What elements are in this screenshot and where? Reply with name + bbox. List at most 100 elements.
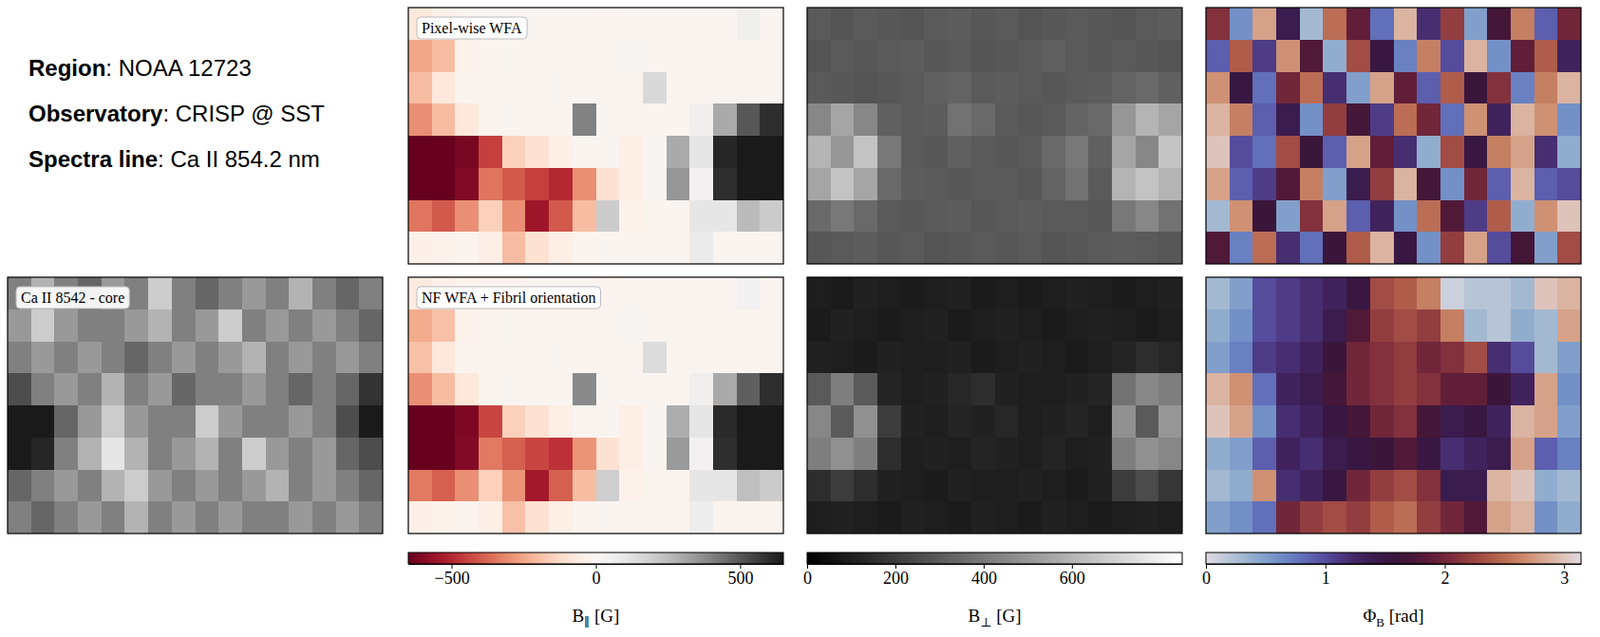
tick: 200: [883, 564, 909, 588]
cell: [1440, 437, 1465, 471]
cell: [713, 72, 737, 105]
cell: [148, 470, 172, 503]
cell: [971, 72, 996, 105]
cell: [1252, 501, 1277, 534]
cell: [830, 103, 855, 136]
cell: [1464, 373, 1488, 406]
cell: [619, 373, 643, 406]
cell: [572, 103, 597, 136]
cell: [1088, 103, 1112, 136]
cell: [1370, 470, 1394, 503]
cell: [288, 277, 313, 310]
cell: [1017, 7, 1042, 40]
cell: [689, 39, 714, 73]
cell: [1464, 72, 1488, 105]
cell: [877, 470, 902, 503]
cell: [1557, 501, 1582, 534]
cell: [877, 341, 902, 375]
cell: [807, 277, 831, 310]
cell: [478, 135, 503, 169]
cell: [572, 200, 597, 233]
cell: [830, 373, 855, 406]
cell: [1487, 103, 1511, 136]
cell: [1088, 168, 1112, 201]
cell: [736, 373, 761, 406]
cell: [807, 168, 831, 201]
cell: [666, 200, 691, 233]
cell: [1229, 501, 1254, 534]
cell: [923, 200, 948, 233]
cell: [478, 437, 503, 471]
cell: [312, 437, 337, 471]
cell: [877, 168, 902, 201]
cell: [218, 470, 243, 503]
cell: [1088, 200, 1112, 233]
cell: [736, 200, 761, 233]
header-value: : NOAA 12723: [105, 55, 251, 81]
cell: [548, 168, 573, 201]
cell: [1158, 277, 1183, 310]
cell: [1299, 373, 1324, 406]
cell: [596, 39, 621, 73]
cell: [736, 7, 761, 40]
cell: [124, 501, 149, 534]
cell: [877, 437, 902, 471]
cell: [478, 200, 503, 233]
cell: [1416, 309, 1441, 342]
cell: [1487, 72, 1511, 105]
cell: [432, 103, 456, 136]
cell: [1440, 341, 1465, 375]
cell: [1276, 200, 1300, 233]
cell: [548, 39, 573, 73]
cell: [995, 7, 1019, 40]
cell: [124, 405, 149, 438]
cell: [736, 437, 761, 471]
cell: [548, 309, 573, 342]
cell: [1252, 72, 1277, 105]
cell: [1393, 39, 1418, 73]
cell: [1346, 39, 1371, 73]
cell: [336, 373, 360, 406]
cell: [432, 501, 456, 534]
cell: [1487, 277, 1511, 310]
tick: 1: [1321, 564, 1331, 588]
cell: [478, 501, 503, 534]
cell: [1510, 373, 1535, 406]
cell: [432, 373, 456, 406]
cell: [1065, 501, 1090, 534]
cell: [807, 341, 831, 375]
cell: [1065, 437, 1090, 471]
cell: [853, 341, 878, 375]
colorbar: 0123ΦB [rad]: [1202, 552, 1582, 630]
cell: [358, 309, 383, 342]
cell: [830, 277, 855, 310]
cell: [736, 103, 761, 136]
cell: [759, 501, 784, 534]
cell: [1205, 277, 1230, 310]
cell: [736, 341, 761, 375]
colorbar-title: ΦB [rad]: [1362, 605, 1424, 630]
cell: [947, 373, 972, 406]
cell: [1370, 277, 1394, 310]
cell: [1229, 341, 1254, 375]
cell: [947, 470, 972, 503]
cell: [1088, 72, 1112, 105]
cell: [877, 72, 902, 105]
tick: 500: [727, 564, 753, 588]
cell: [1229, 231, 1254, 264]
cell: [1299, 39, 1324, 73]
cell: [1276, 231, 1300, 264]
cell: [853, 373, 878, 406]
cell: [642, 277, 667, 310]
cell: [148, 341, 172, 375]
cell: [1158, 470, 1183, 503]
cell: [1322, 470, 1347, 503]
cell: [358, 277, 383, 310]
cell: [502, 405, 527, 438]
cell: [877, 231, 902, 264]
cell: [1370, 501, 1394, 534]
cell: [336, 341, 360, 375]
cell: [312, 277, 337, 310]
cell: [1276, 437, 1300, 471]
cell: [1464, 277, 1488, 310]
